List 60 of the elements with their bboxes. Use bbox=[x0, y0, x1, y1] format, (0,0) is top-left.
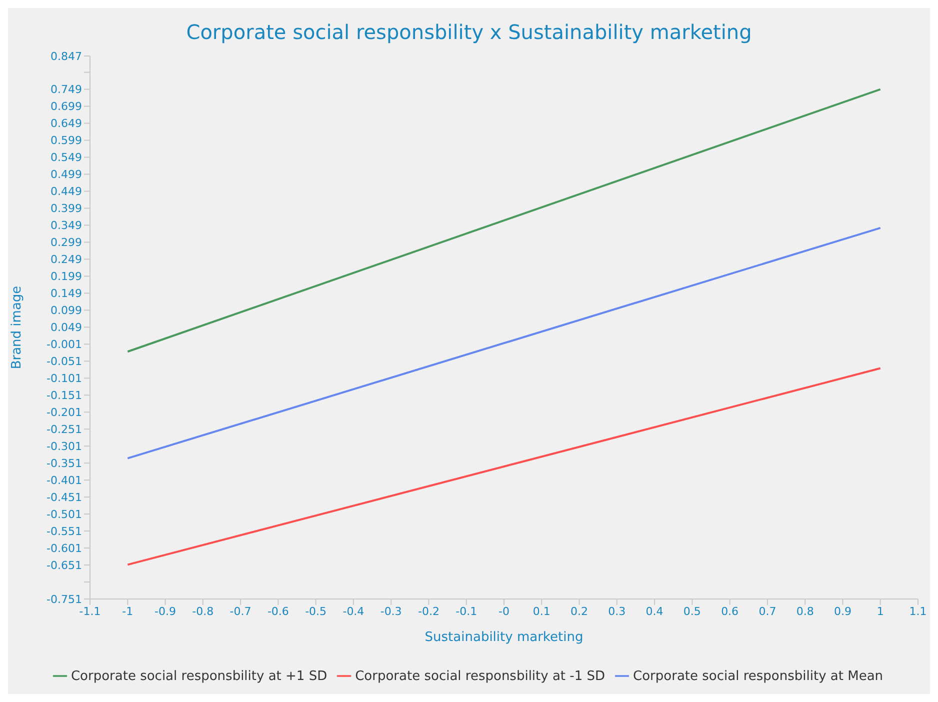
x-tick-label: -0.5 bbox=[305, 604, 327, 618]
y-tick-label: 0.847 bbox=[50, 50, 82, 63]
y-tick-label: 0.299 bbox=[50, 236, 82, 250]
y-tick-label: 0.599 bbox=[50, 134, 82, 148]
y-tick-label: 0.249 bbox=[50, 253, 82, 266]
y-tick-label: 0.499 bbox=[50, 168, 82, 182]
x-tick-label: 0.6 bbox=[721, 604, 739, 618]
y-tick-label: 0.049 bbox=[50, 321, 82, 334]
y-tick-label: 0.399 bbox=[50, 202, 82, 216]
y-tick-label: -0.401 bbox=[46, 474, 82, 487]
y-tick-label: 0.699 bbox=[50, 100, 82, 114]
y-tick-label: -0.151 bbox=[46, 389, 82, 402]
y-tick-label: -0.451 bbox=[46, 490, 82, 504]
y-tick-label: -0.651 bbox=[46, 558, 82, 572]
legend-label: Corporate social responsbility at -1 SD bbox=[355, 669, 606, 684]
y-tick-label: 0.749 bbox=[50, 83, 82, 96]
x-tick-label: 0.5 bbox=[683, 604, 701, 618]
y-tick-label: -0.601 bbox=[46, 542, 82, 555]
y-tick-label: 0.199 bbox=[50, 270, 82, 284]
y-axis-title: Brand image bbox=[10, 286, 25, 370]
y-tick-label: -0.351 bbox=[46, 456, 82, 470]
y-tick-label: -0.201 bbox=[46, 406, 82, 420]
x-tick-label: -0 bbox=[498, 604, 510, 618]
legend-label: Corporate social responsbility at +1 SD bbox=[70, 669, 328, 684]
x-tick-label: 0.4 bbox=[646, 604, 664, 618]
x-tick-label: -0.7 bbox=[230, 604, 252, 618]
x-tick-label: -0.1 bbox=[456, 604, 478, 618]
y-tick-label: -0.051 bbox=[46, 355, 82, 368]
y-tick-label: -0.751 bbox=[46, 592, 82, 606]
x-tick-label: -0.4 bbox=[342, 604, 364, 618]
x-tick-label: -0.3 bbox=[380, 604, 402, 618]
x-tick-label: 1.1 bbox=[909, 604, 927, 618]
x-tick-label: 0.1 bbox=[532, 604, 550, 618]
x-tick-label: 0.2 bbox=[570, 604, 588, 618]
legend-label: Corporate social responsbility at Mean bbox=[633, 669, 884, 684]
y-tick-label: 0.549 bbox=[50, 151, 82, 164]
x-tick-label: -1.1 bbox=[79, 604, 101, 618]
y-tick-label: -0.301 bbox=[46, 440, 82, 453]
y-tick-label: 0.099 bbox=[50, 304, 82, 318]
x-tick-label: 0.3 bbox=[608, 604, 626, 618]
y-tick-label: -0.101 bbox=[46, 372, 82, 386]
y-tick-label: -0.251 bbox=[46, 423, 82, 436]
y-tick-label: 0.349 bbox=[50, 219, 82, 232]
y-tick-label: 0.149 bbox=[50, 287, 82, 300]
y-tick-label: -0.551 bbox=[46, 524, 82, 538]
x-tick-label: 0.8 bbox=[796, 604, 814, 618]
y-tick-label: 0.649 bbox=[50, 117, 82, 130]
y-tick-label: -0.501 bbox=[46, 508, 82, 521]
x-tick-label: 0.7 bbox=[758, 604, 776, 618]
x-tick-label: -1 bbox=[122, 604, 134, 618]
y-tick-label: -0.001 bbox=[46, 338, 82, 352]
x-tick-label: -0.9 bbox=[154, 604, 176, 618]
x-tick-label: -0.2 bbox=[418, 604, 440, 618]
chart-title: Corporate social responsbility x Sustainability marketing bbox=[185, 19, 753, 46]
x-tick-label: 1 bbox=[876, 604, 884, 618]
y-tick-label: 0.449 bbox=[50, 185, 82, 198]
x-tick-label: 0.9 bbox=[834, 604, 852, 618]
x-axis-title: Sustainability marketing bbox=[424, 630, 584, 645]
x-tick-label: -0.6 bbox=[267, 604, 289, 618]
x-tick-label: -0.8 bbox=[192, 604, 214, 618]
